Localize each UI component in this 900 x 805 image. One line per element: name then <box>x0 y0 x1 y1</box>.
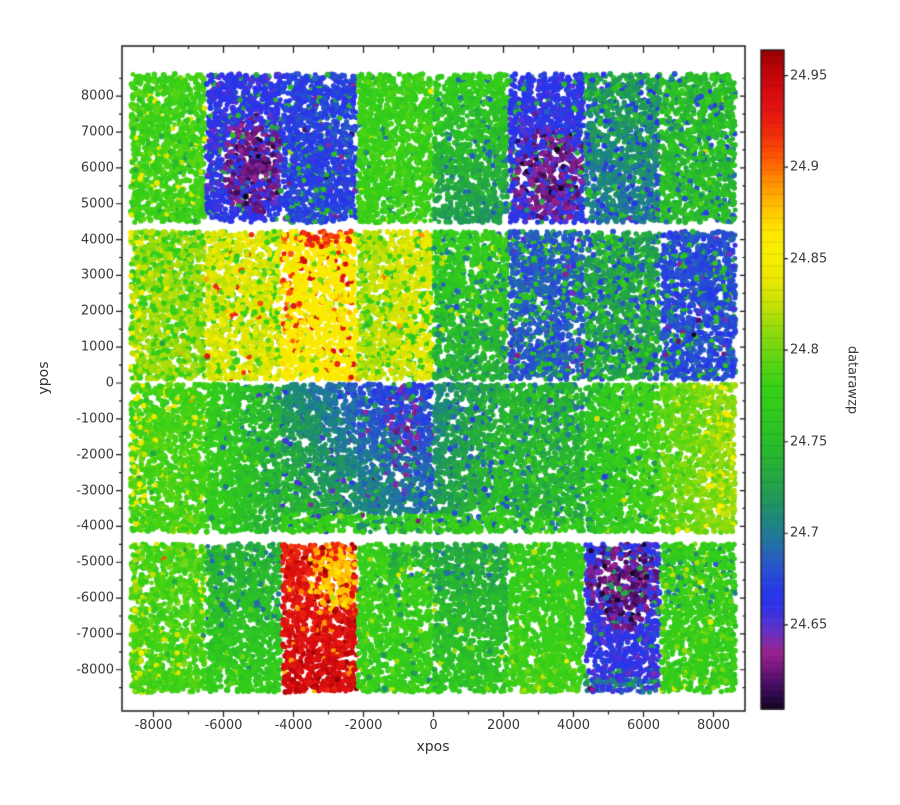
x-tick-label: 6000 <box>626 718 661 733</box>
y-tick-label: 2000 <box>80 303 114 319</box>
colorbar-tick-label: 24.65 <box>790 617 828 633</box>
y-tick-label: -6000 <box>76 590 114 606</box>
y-tick-label: 1000 <box>80 339 114 355</box>
x-tick-label: 0 <box>429 718 438 733</box>
y-tick-label: 8000 <box>80 88 114 104</box>
x-axis-label: xpos <box>416 739 450 755</box>
x-tick-label: -2000 <box>344 718 383 733</box>
colorbar-tick-label: 24.85 <box>790 251 828 267</box>
x-tick-label: 4000 <box>556 718 591 733</box>
y-tick-label: 6000 <box>80 160 114 176</box>
y-tick-label: 5000 <box>80 196 114 212</box>
y-tick-label: 4000 <box>80 232 114 248</box>
y-tick-label: -7000 <box>76 626 114 642</box>
x-tick-label: -8000 <box>134 718 173 733</box>
x-tick-label: 8000 <box>696 718 731 733</box>
colorbar-tick-label: 24.8 <box>790 342 819 358</box>
y-axis-label: ypos <box>36 361 52 395</box>
y-tick-label: -3000 <box>76 483 114 499</box>
y-tick-label: -2000 <box>76 447 114 463</box>
y-tick-label: -4000 <box>76 518 114 534</box>
colorbar-tick-label: 24.95 <box>790 68 828 84</box>
x-tick-label: -4000 <box>274 718 313 733</box>
x-tick-label: -6000 <box>204 718 243 733</box>
colorbar-tick-label: 24.7 <box>790 525 819 541</box>
y-tick-label: 3000 <box>80 267 114 283</box>
y-tick-label: 7000 <box>80 124 114 140</box>
y-tick-label: 0 <box>105 375 114 391</box>
y-tick-label: -5000 <box>76 554 114 570</box>
x-tick-label: 2000 <box>486 718 521 733</box>
colorbar-tick-label: 24.9 <box>790 159 819 175</box>
y-tick-label: -1000 <box>76 411 114 427</box>
y-tick-label: -8000 <box>76 662 114 678</box>
colorbar-label: datarawzp <box>844 345 860 415</box>
colorbar-tick-label: 24.75 <box>790 434 828 450</box>
